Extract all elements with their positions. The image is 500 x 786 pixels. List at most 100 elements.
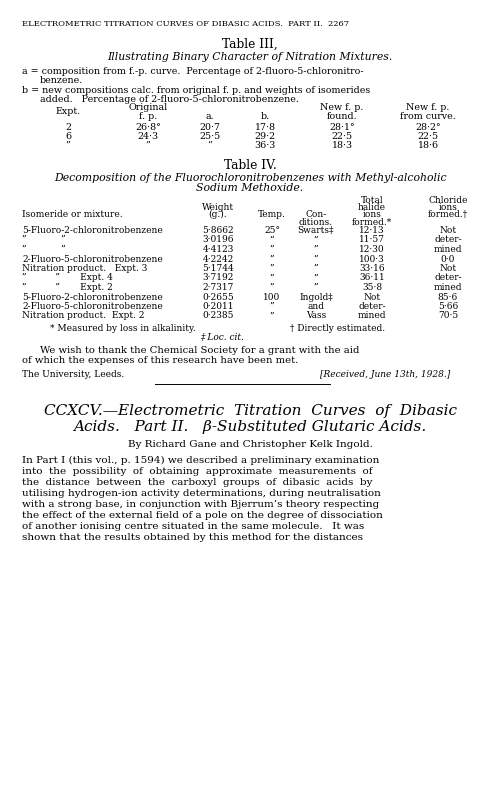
- Text: CCXCV.—Electrometric  Titration  Curves  of  Dibasic: CCXCV.—Electrometric Titration Curves of…: [44, 404, 457, 418]
- Text: 5·66: 5·66: [438, 302, 458, 311]
- Text: from curve.: from curve.: [400, 112, 456, 121]
- Text: deter-: deter-: [434, 236, 462, 244]
- Text: By Richard Gane and Christopher Kelk Ingold.: By Richard Gane and Christopher Kelk Ing…: [128, 440, 372, 449]
- Text: 2-Fluoro-5-chloronitrobenzene: 2-Fluoro-5-chloronitrobenzene: [22, 255, 163, 263]
- Text: with a strong base, in conjunction with Bjerrum’s theory respecting: with a strong base, in conjunction with …: [22, 500, 380, 509]
- Text: benzene.: benzene.: [40, 76, 83, 85]
- Text: Vass: Vass: [306, 311, 326, 321]
- Text: a.: a.: [206, 112, 214, 121]
- Text: 5-Fluoro-2-chloronitrobenzene: 5-Fluoro-2-chloronitrobenzene: [22, 226, 163, 235]
- Text: Sodium Methoxide.: Sodium Methoxide.: [196, 183, 304, 193]
- Text: utilising hydrogen-ion activity determinations, during neutralisation: utilising hydrogen-ion activity determin…: [22, 489, 381, 498]
- Text: 70·5: 70·5: [438, 311, 458, 321]
- Text: We wish to thank the Chemical Society for a grant with the aid: We wish to thank the Chemical Society fo…: [40, 346, 360, 355]
- Text: added.   Percentage of 2-fluoro-5-chloronitrobenzene.: added. Percentage of 2-fluoro-5-chloroni…: [40, 95, 299, 104]
- Text: New f. p.: New f. p.: [406, 103, 450, 112]
- Text: † Directly estimated.: † Directly estimated.: [290, 324, 385, 333]
- Text: Chloride: Chloride: [428, 196, 468, 205]
- Text: 85·6: 85·6: [438, 292, 458, 302]
- Text: ”: ”: [314, 283, 318, 292]
- Text: ”          ”       Expt. 2: ” ” Expt. 2: [22, 283, 113, 292]
- Text: 100: 100: [264, 292, 280, 302]
- Text: formed.*: formed.*: [352, 218, 392, 227]
- Text: 36·11: 36·11: [359, 274, 385, 282]
- Text: ”            ”: ” ”: [22, 245, 66, 254]
- Text: ”: ”: [270, 302, 274, 311]
- Text: In Part I (this vol., p. 1594) we described a preliminary examination: In Part I (this vol., p. 1594) we descri…: [22, 456, 380, 465]
- Text: 4·2242: 4·2242: [202, 255, 234, 263]
- Text: Table III,: Table III,: [222, 38, 278, 51]
- Text: 11·57: 11·57: [359, 236, 385, 244]
- Text: b = new compositions calc. from original f. p. and weights of isomerides: b = new compositions calc. from original…: [22, 86, 370, 95]
- Text: b.: b.: [260, 112, 270, 121]
- Text: The University, Leeds.: The University, Leeds.: [22, 370, 124, 379]
- Text: ”: ”: [270, 245, 274, 254]
- Text: 2: 2: [65, 123, 71, 132]
- Text: mined: mined: [358, 311, 386, 321]
- Text: 22·5: 22·5: [332, 132, 352, 141]
- Text: 17·8: 17·8: [254, 123, 276, 132]
- Text: ”: ”: [270, 255, 274, 263]
- Text: ”: ”: [146, 141, 150, 150]
- Text: Con-: Con-: [306, 210, 326, 219]
- Text: Nitration product.  Expt. 2: Nitration product. Expt. 2: [22, 311, 144, 321]
- Text: deter-: deter-: [358, 302, 386, 311]
- Text: 4·4123: 4·4123: [202, 245, 234, 254]
- Text: 5·8662: 5·8662: [202, 226, 234, 235]
- Text: Swarts‡: Swarts‡: [298, 226, 334, 235]
- Text: Temp.: Temp.: [258, 210, 286, 219]
- Text: Weight: Weight: [202, 203, 234, 212]
- Text: the effect of the external field of a pole on the degree of dissociation: the effect of the external field of a po…: [22, 511, 383, 520]
- Text: ‡ Loc. cit.: ‡ Loc. cit.: [200, 333, 244, 342]
- Text: 24·3: 24·3: [138, 132, 158, 141]
- Text: 2·7317: 2·7317: [202, 283, 234, 292]
- Text: 2-Fluoro-5-chloronitrobenzene: 2-Fluoro-5-chloronitrobenzene: [22, 302, 163, 311]
- Text: of another ionising centre situated in the same molecule.   It was: of another ionising centre situated in t…: [22, 522, 364, 531]
- Text: Total: Total: [360, 196, 384, 205]
- Text: a = composition from f.-p. curve.  Percentage of 2-fluoro-5-chloronitro-: a = composition from f.-p. curve. Percen…: [22, 67, 363, 76]
- Text: ELECTROMETRIC TITRATION CURVES OF DIBASIC ACIDS.  PART II.  2267: ELECTROMETRIC TITRATION CURVES OF DIBASI…: [22, 20, 349, 28]
- Text: 25°: 25°: [264, 226, 280, 235]
- Text: 3·7192: 3·7192: [202, 274, 234, 282]
- Text: the  distance  between  the  carboxyl  groups  of  dibasic  acids  by: the distance between the carboxyl groups…: [22, 478, 372, 487]
- Text: 100·3: 100·3: [359, 255, 385, 263]
- Text: ”: ”: [66, 141, 70, 150]
- Text: 28·2°: 28·2°: [415, 123, 441, 132]
- Text: into  the  possibility  of  obtaining  approximate  measurements  of: into the possibility of obtaining approx…: [22, 467, 372, 476]
- Text: 12·30: 12·30: [359, 245, 385, 254]
- Text: ”: ”: [314, 264, 318, 273]
- Text: Table IV.: Table IV.: [224, 159, 276, 172]
- Text: ”: ”: [270, 311, 274, 321]
- Text: 22·5: 22·5: [418, 132, 438, 141]
- Text: found.: found.: [326, 112, 358, 121]
- Text: 0·2655: 0·2655: [202, 292, 234, 302]
- Text: of which the expenses of this research have been met.: of which the expenses of this research h…: [22, 356, 298, 365]
- Text: ”: ”: [208, 141, 212, 150]
- Text: deter-: deter-: [434, 274, 462, 282]
- Text: * Measured by loss in alkalinity.: * Measured by loss in alkalinity.: [50, 324, 196, 333]
- Text: ”: ”: [314, 274, 318, 282]
- Text: Acids.   Part II.   β-Substituted Glutaric Acids.: Acids. Part II. β-Substituted Glutaric A…: [74, 420, 426, 434]
- Text: 6: 6: [65, 132, 71, 141]
- Text: ”: ”: [314, 245, 318, 254]
- Text: Ingold‡: Ingold‡: [299, 292, 333, 302]
- Text: ions: ions: [438, 203, 458, 212]
- Text: 12·13: 12·13: [359, 226, 385, 235]
- Text: ions: ions: [362, 210, 382, 219]
- Text: ”: ”: [270, 283, 274, 292]
- Text: Not: Not: [364, 292, 380, 302]
- Text: 0·2385: 0·2385: [202, 311, 234, 321]
- Text: Nitration product.   Expt. 3: Nitration product. Expt. 3: [22, 264, 148, 273]
- Text: ”            ”: ” ”: [22, 236, 66, 244]
- Text: halide: halide: [358, 203, 386, 212]
- Text: 5-Fluoro-2-chloronitrobenzene: 5-Fluoro-2-chloronitrobenzene: [22, 292, 163, 302]
- Text: 0·2011: 0·2011: [202, 302, 234, 311]
- Text: ”: ”: [270, 236, 274, 244]
- Text: 20·7: 20·7: [200, 123, 220, 132]
- Text: f. p.: f. p.: [139, 112, 157, 121]
- Text: Not: Not: [440, 264, 456, 273]
- Text: 29·2: 29·2: [254, 132, 276, 141]
- Text: 18·6: 18·6: [418, 141, 438, 150]
- Text: ”: ”: [314, 236, 318, 244]
- Text: ”: ”: [270, 274, 274, 282]
